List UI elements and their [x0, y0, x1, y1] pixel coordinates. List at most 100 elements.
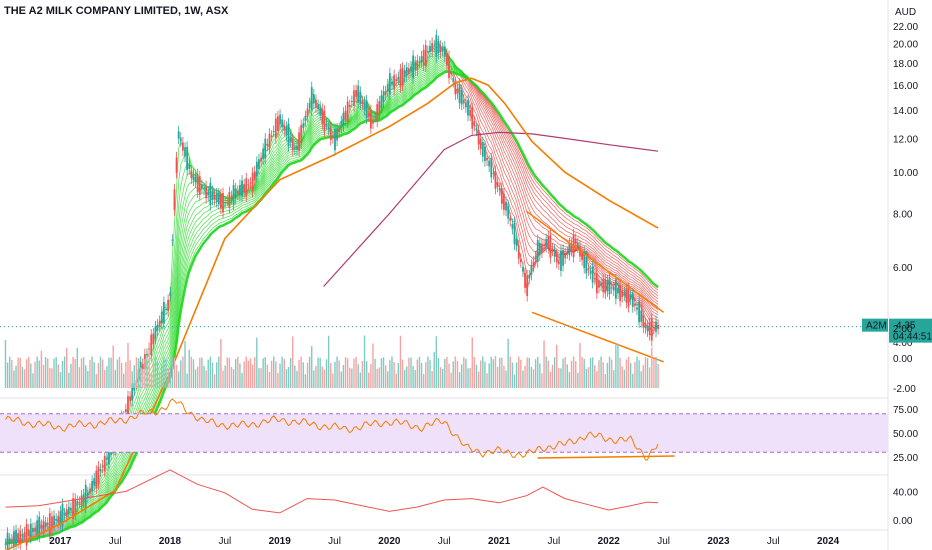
- ribbon-ema-segment: [622, 277, 625, 280]
- ribbon-ema-segment: [636, 290, 640, 292]
- ribbon-ema-segment: [311, 133, 315, 138]
- ribbon-ema-segment: [598, 242, 602, 246]
- ribbon-ema-segment: [436, 72, 439, 75]
- ribbon-ema-segment: [262, 178, 266, 183]
- ribbon-ema-segment: [205, 228, 209, 232]
- ribbon-ema-segment: [584, 244, 587, 247]
- ribbon-ema-segment: [501, 172, 505, 180]
- ribbon-ema-segment: [79, 513, 82, 515]
- ribbon-ema-segment: [617, 257, 621, 261]
- ribbon-ema-segment: [632, 269, 636, 272]
- ribbon-ema-segment: [307, 129, 310, 134]
- ribbon-ema-segment: [522, 184, 526, 192]
- ribbon-ema-segment: [615, 272, 619, 275]
- ribbon-ema-segment: [461, 73, 465, 76]
- ribbon-ema-segment: [419, 81, 422, 85]
- ribbon-ema-segment: [353, 114, 357, 118]
- ribbon-ema-segment: [273, 150, 277, 153]
- ribbon-ema-segment: [140, 402, 144, 408]
- ribbon-ema-segment: [535, 200, 539, 204]
- ribbon-ema-segment: [406, 97, 410, 100]
- ribbon-ema-segment: [619, 259, 623, 263]
- ribbon-ema-segment: [212, 206, 215, 208]
- ribbon-ema-segment: [85, 515, 89, 518]
- ribbon-ema-segment: [655, 313, 659, 316]
- ribbon-ema-segment: [503, 178, 507, 184]
- ribbon-ema-segment: [535, 228, 538, 231]
- ribbon-ema-segment: [638, 295, 642, 298]
- ribbon-ema-segment: [533, 191, 536, 196]
- ribbon-ema-segment: [518, 217, 522, 226]
- ribbon-ema-segment: [541, 213, 545, 217]
- ribbon-ema-segment: [431, 69, 435, 73]
- ribbon-ema-segment: [552, 234, 555, 237]
- ribbon-ema-segment: [421, 86, 424, 89]
- ribbon-ema-segment: [497, 153, 501, 159]
- ribbon-ema-segment: [539, 211, 543, 215]
- ribbon-ema-segment: [311, 119, 315, 124]
- ribbon-ema-segment: [588, 239, 591, 242]
- ribbon-ema-segment: [440, 62, 443, 65]
- ribbon-ema-segment: [602, 269, 606, 273]
- ribbon-ema-segment: [176, 148, 180, 189]
- ribbon-ema-segment: [512, 136, 515, 141]
- ribbon-ema-segment: [526, 262, 530, 267]
- ribbon-ema-segment: [605, 261, 608, 264]
- ribbon-ema-segment: [507, 179, 511, 186]
- ribbon-ema-segment: [499, 135, 503, 141]
- ribbon-ema-segment: [404, 86, 408, 90]
- ribbon-ema-segment: [281, 167, 285, 170]
- ribbon-ema-segment: [85, 516, 89, 519]
- price-axis-tick: 18.00: [893, 59, 918, 70]
- ribbon-ema-segment: [598, 260, 602, 263]
- ribbon-ema-segment: [586, 249, 589, 253]
- ribbon-ema-segment: [119, 471, 122, 475]
- ribbon-ema-segment: [575, 227, 578, 230]
- ribbon-ema-segment: [457, 70, 460, 73]
- ribbon-ema-segment: [526, 179, 530, 185]
- ribbon-ema-segment: [161, 348, 165, 356]
- ribbon-ema-segment: [438, 65, 441, 68]
- ribbon-ema-segment: [275, 150, 279, 154]
- ribbon-ema-segment: [643, 286, 646, 290]
- ribbon-ema-segment: [438, 60, 441, 62]
- ribbon-ema-segment: [178, 203, 182, 224]
- ribbon-ema-segment: [150, 400, 154, 406]
- ribbon-ema-segment: [313, 117, 317, 120]
- ribbon-ema-segment: [214, 216, 217, 220]
- ribbon-ema-segment: [459, 71, 462, 74]
- ribbon-ema-segment: [465, 82, 469, 86]
- ribbon-ema-segment: [554, 220, 558, 224]
- ribbon-ema-segment: [636, 272, 640, 276]
- ribbon-ema-segment: [165, 323, 169, 327]
- ribbon-ema-segment: [499, 151, 503, 158]
- ribbon-ema-segment: [514, 142, 517, 147]
- ribbon-ema-segment: [592, 248, 596, 251]
- ribbon-ema-segment: [207, 221, 211, 225]
- ribbon-ema-segment: [524, 213, 528, 222]
- ribbon-ema-segment: [100, 478, 103, 483]
- ribbon-ema-segment: [309, 141, 313, 146]
- ribbon-ema-segment: [520, 185, 524, 192]
- ribbon-ema-segment: [539, 205, 543, 209]
- ribbon-ema-segment: [429, 71, 433, 75]
- ribbon-ema-segment: [535, 206, 539, 210]
- ribbon-ema-segment: [617, 271, 621, 275]
- ribbon-ema-segment: [492, 141, 496, 149]
- ribbon-ema-segment: [425, 77, 429, 81]
- ribbon-ema-segment: [552, 223, 555, 227]
- ribbon-ema-segment: [110, 465, 114, 470]
- ribbon-ema-segment: [642, 298, 646, 302]
- ribbon-ema-segment: [260, 174, 264, 180]
- ribbon-ema-segment: [313, 114, 317, 117]
- ribbon-ema-segment: [611, 253, 615, 256]
- ribbon-ema-segment: [490, 105, 494, 110]
- ribbon-ema-segment: [190, 238, 194, 244]
- ribbon-ema-segment: [497, 135, 501, 141]
- ribbon-ema-segment: [512, 198, 515, 204]
- ribbon-ema-segment: [203, 230, 207, 234]
- ribbon-ema-segment: [581, 235, 585, 237]
- ribbon-ema-segment: [520, 192, 524, 199]
- ribbon-ema-segment: [349, 126, 353, 129]
